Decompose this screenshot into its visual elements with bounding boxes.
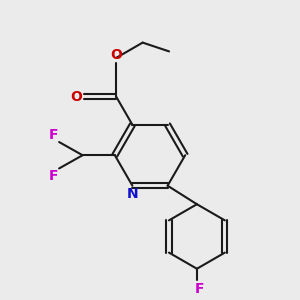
Text: F: F (195, 282, 205, 296)
Text: F: F (49, 128, 58, 142)
Text: N: N (127, 187, 138, 201)
Text: F: F (49, 169, 58, 183)
Text: O: O (70, 90, 82, 104)
Text: O: O (110, 48, 122, 62)
